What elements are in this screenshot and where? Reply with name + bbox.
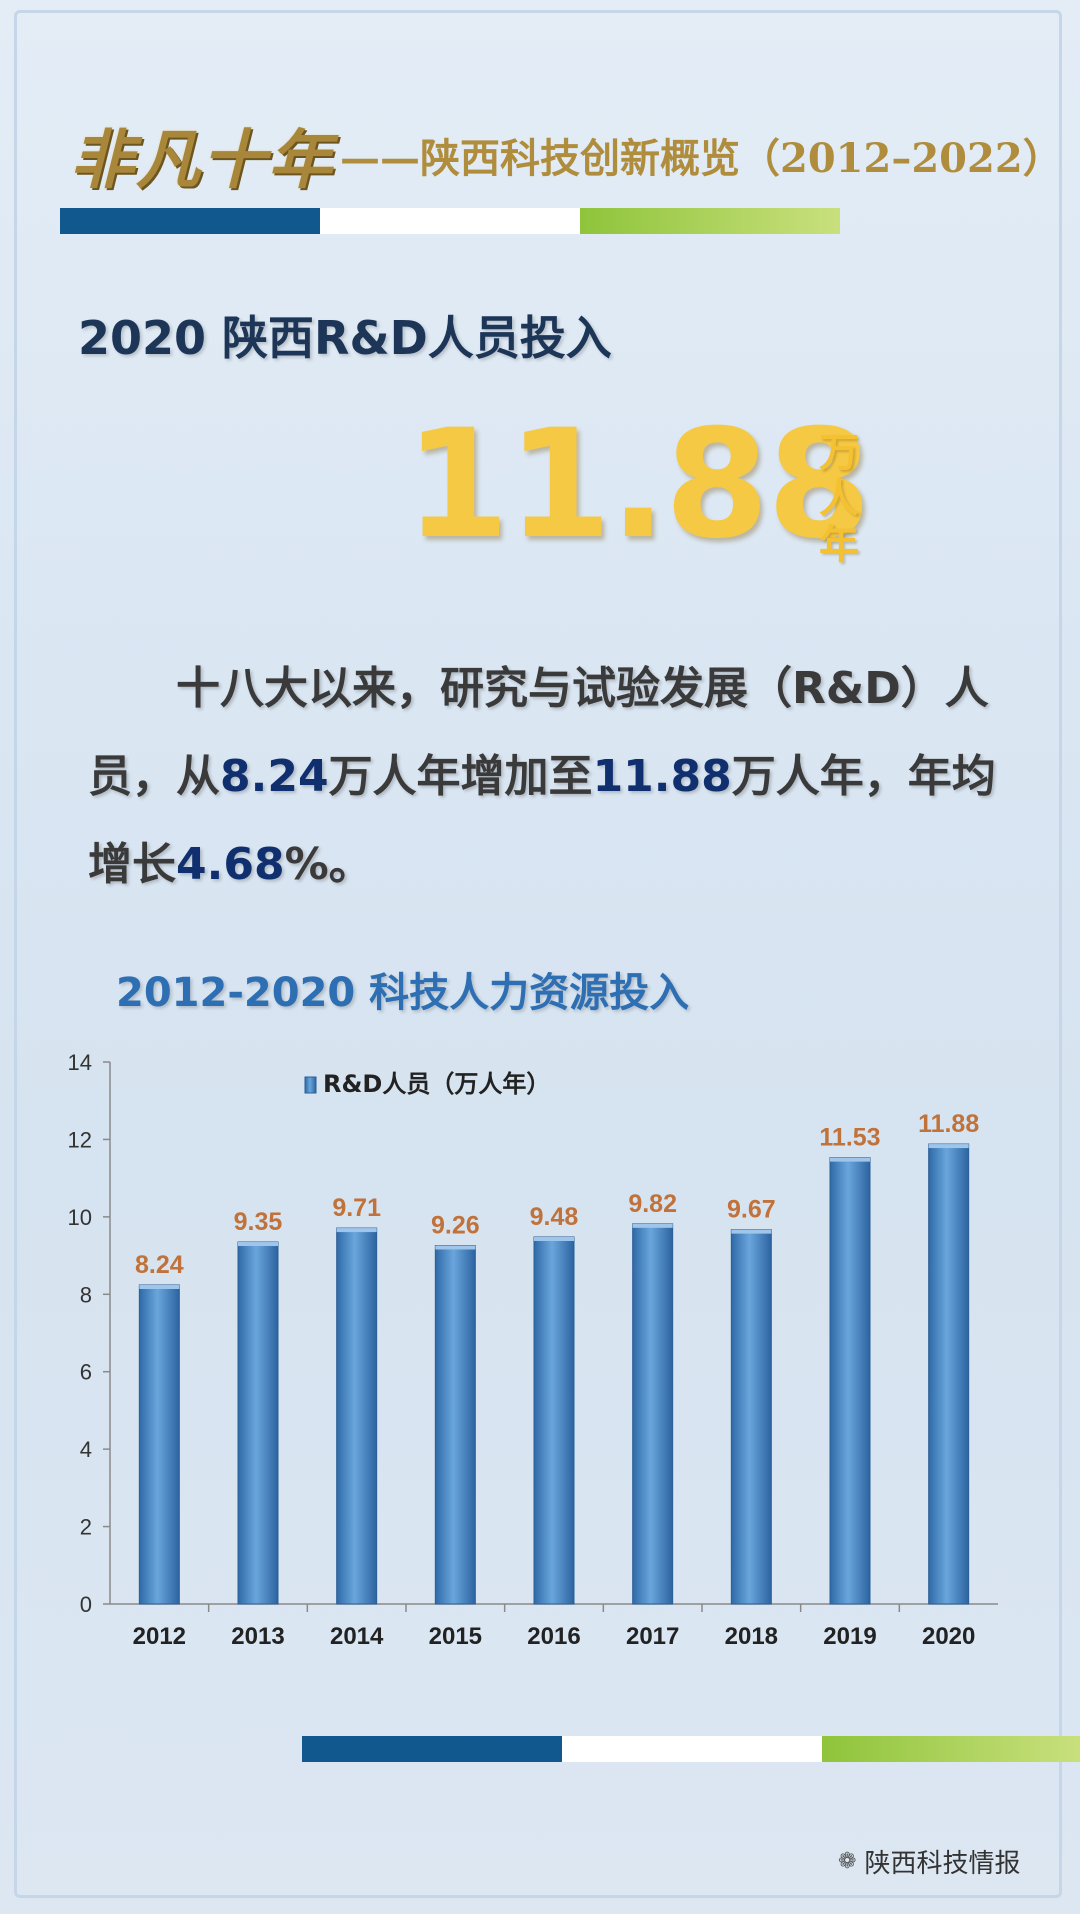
summary-text-3: 万人年，年均增长 — [88, 751, 996, 890]
data-label: 9.35 — [234, 1208, 283, 1236]
bar-top — [731, 1229, 772, 1234]
bar-top — [435, 1245, 476, 1250]
banner: 非凡十年 ——陕西科技创新概览（2012–2022） — [70, 110, 1063, 200]
x-tick-label: 2012 — [133, 1623, 186, 1650]
legend-label: R&D人员（万人年） — [323, 1070, 550, 1098]
data-label: 9.82 — [628, 1190, 677, 1218]
bar-top — [139, 1284, 180, 1289]
x-tick-label: 2013 — [231, 1623, 284, 1650]
summary-paragraph: 十八大以来，研究与试验发展（R&D）人员，从8.24万人年增加至11.88万人年… — [88, 645, 1018, 909]
bar — [928, 1143, 970, 1605]
legend-swatch — [304, 1076, 317, 1094]
bar-top — [534, 1236, 574, 1241]
y-tick-label: 6 — [80, 1360, 92, 1385]
bar-top — [928, 1144, 969, 1149]
bar — [138, 1284, 180, 1605]
summary-text-1: 十八大以来，研究与试验发展（R&D）人员，从 — [88, 663, 989, 802]
bar — [237, 1241, 279, 1605]
x-tick-label: 2018 — [725, 1623, 778, 1650]
bar-chart: 0 2 4 6 8 10 12 14 8.24 2012 9.35 2013 9.71 2014 9.26 2… — [68, 1050, 998, 1650]
bottom-color-stripe — [302, 1736, 1080, 1762]
top-color-stripe — [60, 208, 840, 234]
footer-text: 陕西科技情报 — [864, 1849, 1021, 1879]
data-label: 11.53 — [819, 1124, 880, 1152]
chart-title: 2012-2020 科技人力资源投入 — [116, 970, 690, 1016]
y-tick-label: 2 — [80, 1515, 92, 1540]
summary-value-end: 11.88 — [592, 751, 732, 802]
bar-top — [336, 1228, 377, 1233]
x-tick-label: 2017 — [626, 1623, 679, 1650]
data-label: 9.26 — [431, 1212, 480, 1240]
data-label: 9.48 — [530, 1203, 579, 1231]
bar — [829, 1157, 871, 1605]
x-tick-label: 2015 — [429, 1623, 482, 1650]
y-tick-label: 0 — [80, 1592, 92, 1617]
summary-growth-rate: 4.68 — [176, 839, 285, 890]
highlight-unit: 万人年 — [819, 430, 859, 568]
y-tick-label: 14 — [68, 1050, 92, 1075]
data-label: 9.71 — [332, 1194, 381, 1222]
page-heading: 2020 陕西R&D人员投入 — [78, 311, 612, 365]
footer-source: ❁ 陕西科技情报 — [838, 1843, 1020, 1880]
summary-text-2: 万人年增加至 — [328, 751, 593, 802]
banner-calligraphy: 非凡十年 — [70, 123, 334, 198]
y-tick-label: 8 — [80, 1282, 92, 1307]
y-tick-label: 10 — [68, 1205, 92, 1230]
x-tick-label: 2020 — [922, 1623, 975, 1650]
y-tick-label: 4 — [80, 1437, 92, 1462]
bar — [533, 1236, 575, 1605]
x-tick-label: 2019 — [823, 1623, 876, 1650]
data-label: 8.24 — [135, 1251, 184, 1279]
bar — [434, 1245, 476, 1605]
bar-top — [238, 1242, 278, 1247]
wechat-icon: ❁ — [838, 1849, 857, 1874]
x-tick-label: 2014 — [330, 1623, 384, 1650]
bar — [730, 1229, 772, 1605]
bar-top — [632, 1223, 673, 1228]
data-label: 11.88 — [918, 1110, 979, 1138]
bar — [336, 1227, 378, 1605]
y-tick-label: 12 — [68, 1127, 92, 1152]
summary-value-start: 8.24 — [220, 751, 329, 802]
summary-text-4: %。 — [284, 839, 373, 890]
data-label: 9.67 — [727, 1196, 776, 1224]
x-tick-label: 2016 — [527, 1623, 580, 1650]
page-frame — [14, 10, 1062, 1898]
bar — [632, 1223, 674, 1605]
bar-top — [830, 1157, 870, 1162]
banner-subtitle: ——陕西科技创新概览（2012–2022） — [340, 135, 1063, 182]
highlight-value: 11.88 — [405, 398, 871, 572]
